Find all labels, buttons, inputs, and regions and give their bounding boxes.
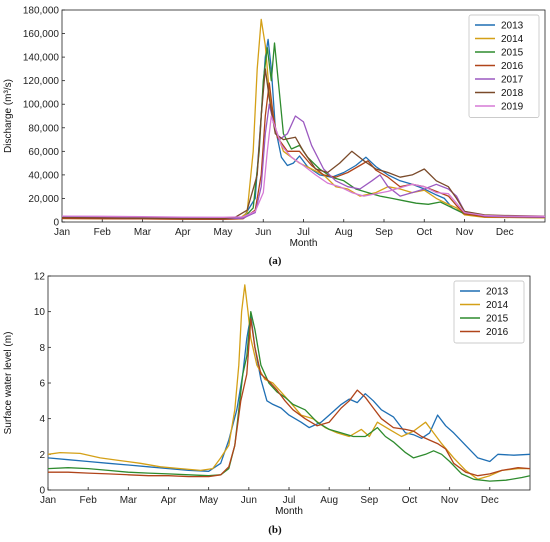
x-tick-label-a: Jan xyxy=(54,227,70,238)
series-line-b-2015 xyxy=(48,311,530,482)
panel-caption-a: (a) xyxy=(269,255,282,267)
y-axis-label-a: Discharge (m³/s) xyxy=(3,79,14,153)
legend-label-a-2019: 2019 xyxy=(501,102,524,113)
legend-label-a-2016: 2016 xyxy=(501,61,524,72)
x-tick-label-a: Aug xyxy=(335,227,353,238)
x-tick-label-b: Jul xyxy=(283,495,296,506)
y-tick-label-a: 60,000 xyxy=(28,147,59,158)
x-tick-label-b: Sep xyxy=(360,495,378,506)
series-line-a-2018 xyxy=(62,68,545,220)
y-tick-label-a: 140,000 xyxy=(23,53,60,64)
y-tick-label-a: 20,000 xyxy=(28,194,59,205)
x-axis-label-a: Month xyxy=(290,238,318,249)
x-tick-label-b: Mar xyxy=(120,495,138,506)
y-tick-label-b: 6 xyxy=(39,379,45,390)
legend-label-a-2014: 2014 xyxy=(501,34,524,45)
y-tick-label-b: 4 xyxy=(39,414,45,425)
legend-label-b-2014: 2014 xyxy=(486,300,509,311)
legend-label-a-2015: 2015 xyxy=(501,48,524,59)
y-tick-label-b: 8 xyxy=(39,343,45,354)
legend-b xyxy=(453,280,525,344)
y-tick-label-a: 80,000 xyxy=(28,123,59,134)
y-tick-label-a: 100,000 xyxy=(23,100,60,111)
series-group-a xyxy=(62,18,545,220)
y-tick-label-a: 40,000 xyxy=(28,170,59,181)
x-tick-label-a: Oct xyxy=(416,227,432,238)
y-tick-label-a: 0 xyxy=(53,218,59,229)
series-line-a-2019 xyxy=(62,115,545,218)
x-tick-label-a: Mar xyxy=(134,227,152,238)
x-tick-label-b: Jun xyxy=(241,495,257,506)
x-tick-label-a: Nov xyxy=(456,227,474,238)
x-tick-label-b: Feb xyxy=(80,495,98,506)
y-tick-label-b: 2 xyxy=(39,450,45,461)
y-tick-label-b: 12 xyxy=(34,272,46,283)
legend-label-a-2018: 2018 xyxy=(501,88,524,99)
y-tick-label-b: 0 xyxy=(39,486,45,497)
series-line-b-2014 xyxy=(48,284,530,480)
x-tick-label-a: Jul xyxy=(297,227,310,238)
x-tick-label-b: Apr xyxy=(161,495,177,506)
x-tick-label-a: May xyxy=(214,227,233,238)
series-line-b-2013 xyxy=(48,314,530,472)
x-tick-label-b: Dec xyxy=(481,495,499,506)
series-line-b-2016 xyxy=(48,318,530,478)
x-tick-label-b: Nov xyxy=(441,495,459,506)
x-tick-label-a: Dec xyxy=(496,227,514,238)
x-tick-label-b: Jan xyxy=(40,495,56,506)
legend-label-b-2015: 2015 xyxy=(486,314,509,325)
y-axis-label-b: Surface water level (m) xyxy=(3,332,14,435)
series-line-a-2013 xyxy=(62,38,545,220)
chart-panel-a: 0 20,000 40,000 60,000 80,000 100,000 120,000 1… xyxy=(3,6,546,267)
series-line-a-2017 xyxy=(62,103,545,220)
chart-panel-b: 0 2 4 6 8 10 12 Jan Feb Mar Apr May Jun Jul Aug Sep Oct N… xyxy=(3,272,531,536)
x-tick-label-b: Oct xyxy=(402,495,418,506)
y-tick-label-a: 120,000 xyxy=(23,76,60,87)
x-tick-label-b: Aug xyxy=(320,495,338,506)
plot-area-a xyxy=(61,9,546,223)
y-tick-label-a: 160,000 xyxy=(23,29,60,40)
legend-label-a-2013: 2013 xyxy=(501,21,524,32)
legend-label-b-2016: 2016 xyxy=(486,327,509,338)
x-tick-label-a: Jun xyxy=(255,227,271,238)
y-tick-label-a: 180,000 xyxy=(23,6,60,17)
legend-label-a-2017: 2017 xyxy=(501,75,524,86)
x-tick-label-b: May xyxy=(199,495,218,506)
panel-caption-b: (b) xyxy=(268,524,282,536)
x-tick-label-a: Apr xyxy=(175,227,191,238)
x-axis-label-b: Month xyxy=(275,506,303,517)
x-tick-label-a: Sep xyxy=(375,227,393,238)
y-tick-label-b: 10 xyxy=(34,307,46,318)
series-group-b xyxy=(48,284,530,482)
legend-label-b-2013: 2013 xyxy=(486,287,509,298)
x-tick-label-a: Feb xyxy=(94,227,112,238)
